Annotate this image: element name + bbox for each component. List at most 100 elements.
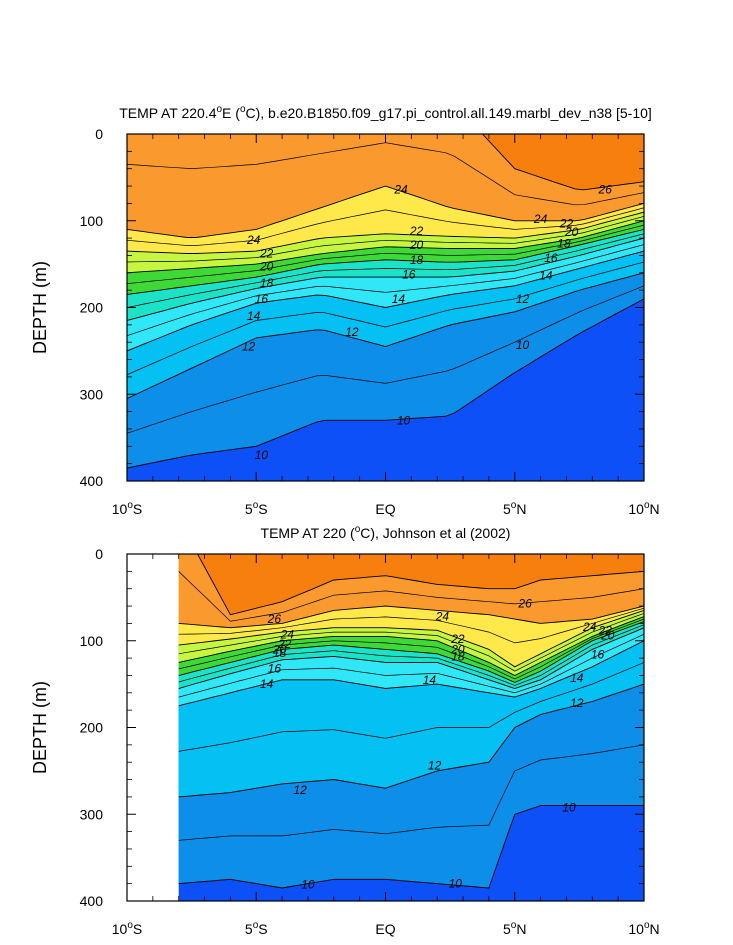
contour-label: 20 bbox=[564, 225, 579, 239]
contour-line-24 bbox=[127, 185, 644, 238]
contour-line-minor bbox=[178, 607, 644, 644]
contour-label: 14 bbox=[247, 309, 261, 323]
x-tick-label: 5oN bbox=[503, 920, 526, 937]
contour-label: 16 bbox=[544, 251, 558, 265]
contour-line-minor bbox=[178, 571, 644, 622]
contour-label: 12 bbox=[242, 340, 256, 354]
contour-label: 10 bbox=[255, 448, 269, 462]
y-tick-label: 100 bbox=[80, 213, 104, 229]
contour-label: 26 bbox=[517, 596, 532, 610]
contour-line-22 bbox=[127, 211, 644, 254]
contour-label: 24 bbox=[280, 628, 295, 642]
contour-line-minor bbox=[178, 613, 644, 672]
contour-line-minor bbox=[178, 744, 644, 841]
y-tick-label: 400 bbox=[80, 473, 104, 489]
contour-line-minor bbox=[127, 261, 644, 376]
contour-label: 24 bbox=[533, 212, 548, 226]
y-tick-label: 300 bbox=[80, 386, 104, 402]
contour-line-minor bbox=[178, 633, 644, 698]
contour-label: 10 bbox=[397, 413, 411, 427]
contour-label: 22 bbox=[409, 224, 424, 238]
contour-line-minor bbox=[178, 618, 644, 680]
contour-label: 20 bbox=[409, 238, 424, 252]
contour-label: 18 bbox=[557, 236, 571, 250]
contour-line-20 bbox=[127, 220, 644, 274]
x-tick-label: 10oS bbox=[112, 920, 142, 937]
contour-label: 16 bbox=[268, 662, 282, 676]
y-tick-label: 200 bbox=[80, 300, 104, 316]
contour-label: 24 bbox=[582, 620, 597, 634]
contour-label: 14 bbox=[260, 677, 274, 691]
chart-title: TEMP AT 220.4oE (oC), b.e20.B1850.f09_g1… bbox=[119, 104, 652, 121]
contour-label: 14 bbox=[423, 673, 437, 687]
contour-label: 14 bbox=[570, 671, 584, 685]
contour-label: 26 bbox=[267, 612, 282, 626]
y-tick-label: 300 bbox=[80, 806, 104, 822]
contour-label: 12 bbox=[294, 783, 308, 797]
y-tick-label: 0 bbox=[95, 126, 103, 142]
contour-label: 10 bbox=[516, 338, 530, 352]
contour-label: 22 bbox=[598, 623, 613, 637]
contour-label: 24 bbox=[435, 609, 450, 623]
contour-line-26 bbox=[196, 554, 644, 616]
contour-label: 16 bbox=[255, 292, 269, 306]
contour-label: 22 bbox=[559, 216, 574, 230]
contour-line-20 bbox=[178, 616, 644, 677]
contour-line-22 bbox=[178, 609, 644, 668]
contour-label: 14 bbox=[539, 268, 553, 282]
contour-line-minor bbox=[127, 285, 644, 434]
y-tick-label: 200 bbox=[80, 720, 104, 736]
contour-label: 20 bbox=[600, 629, 615, 643]
x-tick-label: 10oN bbox=[628, 500, 659, 517]
contour-line-24 bbox=[178, 605, 644, 629]
contour-line-12 bbox=[127, 272, 644, 400]
contour-line-minor bbox=[178, 624, 644, 686]
contour-label: 18 bbox=[410, 253, 424, 267]
contour-line-minor bbox=[127, 244, 644, 337]
contour-line-18 bbox=[178, 621, 644, 683]
contour-label: 16 bbox=[402, 268, 416, 282]
contour-line-14 bbox=[178, 640, 644, 707]
contour-label: 10 bbox=[301, 878, 315, 892]
y-tick-label: 100 bbox=[80, 633, 104, 649]
contour-label: 20 bbox=[272, 642, 287, 656]
contour-label: 16 bbox=[591, 648, 605, 662]
y-axis-label: DEPTH (m) bbox=[30, 681, 50, 774]
y-tick-label: 400 bbox=[80, 893, 104, 909]
contour-line-16 bbox=[178, 627, 644, 689]
contour-line-12 bbox=[178, 683, 644, 798]
contour-label: 22 bbox=[259, 247, 274, 261]
contour-line-14 bbox=[127, 250, 644, 352]
contour-label: 18 bbox=[273, 646, 287, 660]
contour-label: 12 bbox=[516, 292, 530, 306]
contour-label: 18 bbox=[260, 276, 274, 290]
contour-line-18 bbox=[127, 228, 644, 295]
contour-label: 12 bbox=[345, 325, 359, 339]
contour-label: 20 bbox=[450, 642, 465, 656]
x-tick-label: EQ bbox=[375, 501, 395, 517]
contour-label: 22 bbox=[277, 637, 292, 651]
contour-label: 24 bbox=[246, 233, 261, 247]
contour-line-10 bbox=[178, 805, 644, 889]
chart-title: TEMP AT 220 (oC), Johnson et al (2002) bbox=[261, 524, 511, 541]
contour-line-minor bbox=[127, 216, 644, 263]
x-tick-label: EQ bbox=[375, 921, 395, 937]
contour-line-minor bbox=[127, 233, 644, 308]
contour-line-10 bbox=[127, 298, 644, 469]
contour-line-16 bbox=[127, 237, 644, 321]
contour-line-minor bbox=[178, 662, 644, 752]
x-tick-label: 10oN bbox=[628, 920, 659, 937]
contour-line-minor bbox=[127, 224, 644, 284]
y-tick-label: 0 bbox=[95, 546, 103, 562]
contour-label: 20 bbox=[259, 260, 274, 274]
contour-label: 12 bbox=[570, 696, 584, 710]
contour-line-26 bbox=[481, 134, 644, 191]
x-tick-label: 5oS bbox=[245, 500, 268, 517]
contour-line-minor bbox=[127, 207, 644, 246]
contour-label: 22 bbox=[450, 632, 465, 646]
